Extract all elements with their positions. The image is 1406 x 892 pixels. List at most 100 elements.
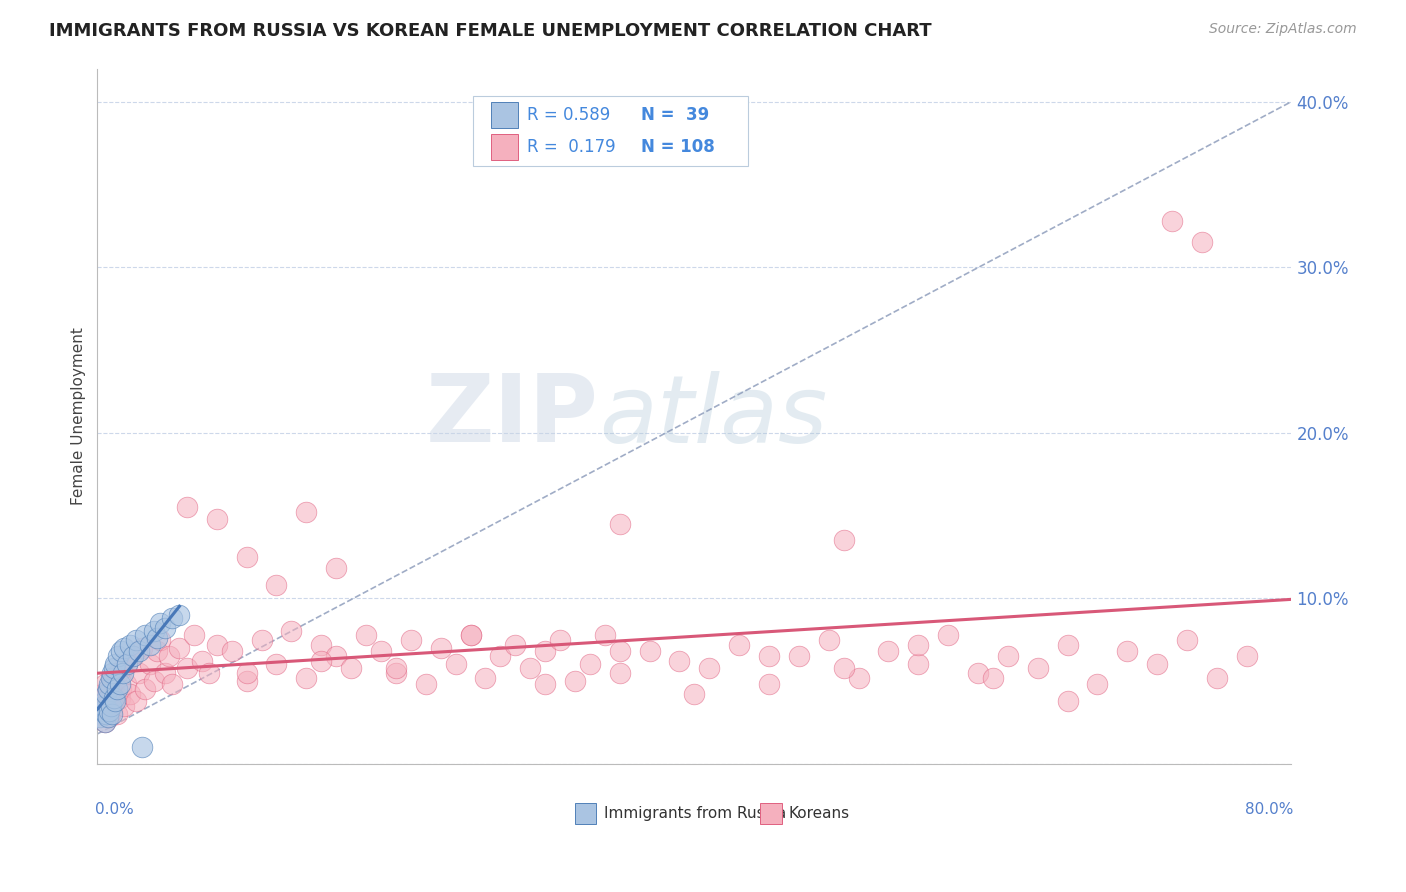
Point bbox=[460, 627, 482, 641]
Point bbox=[235, 549, 257, 564]
Point bbox=[176, 661, 198, 675]
Point bbox=[103, 661, 125, 675]
FancyBboxPatch shape bbox=[474, 96, 748, 166]
Point bbox=[309, 654, 332, 668]
Point bbox=[122, 649, 145, 664]
Point bbox=[429, 640, 451, 655]
Point bbox=[89, 694, 111, 708]
Point bbox=[160, 611, 183, 625]
Point bbox=[593, 627, 616, 641]
Point bbox=[877, 644, 900, 658]
Point bbox=[564, 673, 586, 688]
Point bbox=[1161, 214, 1184, 228]
Point bbox=[191, 654, 214, 668]
Point bbox=[101, 665, 124, 680]
Point bbox=[340, 661, 363, 675]
Point bbox=[848, 671, 870, 685]
Point bbox=[104, 657, 127, 672]
Text: 0.0%: 0.0% bbox=[96, 802, 134, 817]
Point bbox=[90, 704, 112, 718]
Point bbox=[1146, 657, 1168, 672]
Point bbox=[1056, 638, 1078, 652]
Point bbox=[609, 516, 631, 531]
Text: N =  39: N = 39 bbox=[641, 106, 709, 124]
Bar bbox=[575, 804, 596, 824]
Bar bbox=[761, 804, 782, 824]
Point bbox=[149, 632, 172, 647]
Point bbox=[169, 640, 191, 655]
Point bbox=[100, 698, 122, 713]
Text: R =  0.179: R = 0.179 bbox=[527, 138, 616, 156]
Point bbox=[198, 665, 221, 680]
Point bbox=[110, 644, 132, 658]
Point bbox=[103, 694, 125, 708]
Point bbox=[534, 677, 557, 691]
Point bbox=[370, 644, 392, 658]
Point bbox=[157, 649, 180, 664]
Point bbox=[295, 671, 318, 685]
Point bbox=[503, 638, 526, 652]
Point bbox=[91, 698, 114, 713]
Point bbox=[385, 661, 408, 675]
Point bbox=[250, 632, 273, 647]
Point bbox=[474, 671, 496, 685]
Point bbox=[817, 632, 839, 647]
Point bbox=[112, 640, 135, 655]
Point bbox=[295, 505, 318, 519]
Point bbox=[460, 627, 482, 641]
Point bbox=[110, 682, 132, 697]
Point bbox=[266, 657, 288, 672]
Point bbox=[683, 687, 706, 701]
Text: R = 0.589: R = 0.589 bbox=[527, 106, 610, 124]
Point bbox=[120, 638, 142, 652]
Point bbox=[114, 677, 136, 691]
Point bbox=[134, 682, 156, 697]
Point bbox=[103, 690, 125, 705]
Point bbox=[444, 657, 467, 672]
Point bbox=[609, 665, 631, 680]
Point bbox=[94, 677, 117, 691]
Point bbox=[104, 694, 127, 708]
Point bbox=[131, 740, 153, 755]
Point bbox=[1087, 677, 1109, 691]
Point bbox=[120, 687, 142, 701]
Point bbox=[1026, 661, 1049, 675]
Point bbox=[399, 632, 422, 647]
Point bbox=[101, 704, 124, 718]
Point bbox=[96, 698, 118, 713]
Point bbox=[98, 704, 121, 718]
Point bbox=[115, 657, 138, 672]
Point bbox=[101, 707, 124, 722]
Point bbox=[115, 657, 138, 672]
Point bbox=[1236, 649, 1258, 664]
Point bbox=[415, 677, 437, 691]
Point bbox=[97, 710, 120, 724]
Point bbox=[385, 665, 408, 680]
Point bbox=[107, 665, 129, 680]
Point bbox=[534, 644, 557, 658]
Point bbox=[100, 682, 122, 697]
Point bbox=[280, 624, 302, 639]
Point bbox=[138, 657, 160, 672]
Point bbox=[105, 707, 128, 722]
Point bbox=[105, 682, 128, 697]
Point bbox=[235, 665, 257, 680]
Point bbox=[579, 657, 602, 672]
Point bbox=[107, 649, 129, 664]
Point bbox=[235, 673, 257, 688]
Point bbox=[668, 654, 690, 668]
Point bbox=[94, 694, 117, 708]
Text: Source: ZipAtlas.com: Source: ZipAtlas.com bbox=[1209, 22, 1357, 37]
Point bbox=[97, 682, 120, 697]
Point bbox=[90, 687, 112, 701]
Point bbox=[548, 632, 571, 647]
Text: atlas: atlas bbox=[599, 370, 827, 462]
Point bbox=[111, 661, 134, 675]
Point bbox=[96, 707, 118, 722]
Point bbox=[108, 677, 131, 691]
Point bbox=[221, 644, 243, 658]
Bar bbox=[492, 102, 517, 128]
Point bbox=[98, 677, 121, 691]
Point bbox=[122, 649, 145, 664]
Point bbox=[89, 710, 111, 724]
